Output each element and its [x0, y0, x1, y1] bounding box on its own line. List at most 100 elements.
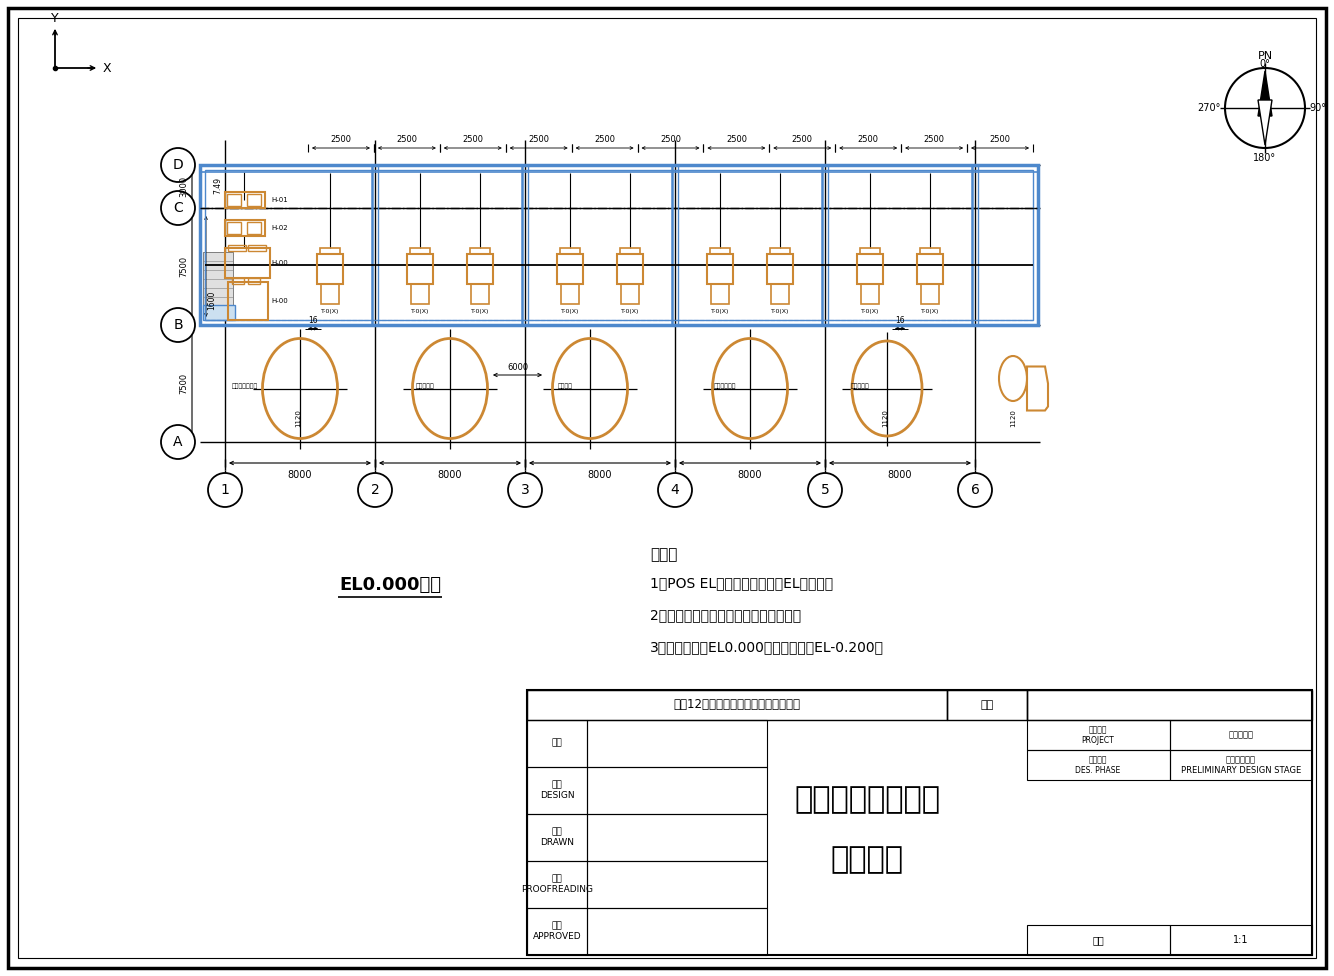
Bar [920, 248, 940, 254]
Bar [856, 254, 883, 284]
Bar [1027, 750, 1170, 780]
Bar [227, 222, 241, 234]
Text: T-0(X): T-0(X) [560, 309, 579, 314]
Bar [710, 248, 730, 254]
Text: Y: Y [51, 12, 59, 24]
Bar [1027, 720, 1170, 750]
Text: 低温甲醇洗工段平: 低温甲醇洗工段平 [794, 786, 940, 815]
Text: 说明：: 说明： [650, 548, 678, 562]
Circle shape [161, 148, 195, 182]
Bar [560, 248, 580, 254]
Text: 比例: 比例 [1093, 935, 1103, 945]
Text: 乙醇胺装置: 乙醇胺装置 [416, 384, 435, 389]
Bar [203, 305, 235, 320]
Circle shape [958, 473, 992, 507]
Text: D: D [172, 158, 183, 172]
Text: 2500: 2500 [660, 136, 680, 144]
Text: T-0(X): T-0(X) [920, 309, 939, 314]
Text: 2500: 2500 [923, 136, 944, 144]
Bar [587, 908, 767, 955]
Text: 8000: 8000 [588, 470, 612, 480]
Text: 2500: 2500 [396, 136, 418, 144]
Text: 8000: 8000 [438, 470, 463, 480]
Bar [527, 908, 587, 955]
Bar [411, 284, 430, 304]
Text: 职责: 职责 [552, 739, 563, 748]
Text: 低温甲醇洗: 低温甲醇洗 [1229, 730, 1254, 740]
Text: H-01: H-01 [272, 197, 288, 203]
Text: 冷冻水装置: 冷冻水装置 [851, 384, 870, 389]
Bar [860, 284, 879, 304]
Bar [1170, 925, 1313, 955]
Bar [707, 254, 732, 284]
Bar [527, 690, 1313, 955]
Bar [471, 284, 490, 304]
Polygon shape [1258, 100, 1273, 145]
Circle shape [161, 425, 195, 459]
Text: 16: 16 [308, 316, 317, 325]
Bar [205, 170, 1033, 320]
Text: 1120: 1120 [295, 410, 301, 427]
Text: 常规生产装置: 常规生产装置 [714, 384, 736, 389]
Text: 270°: 270° [1198, 103, 1221, 113]
Text: B: B [173, 318, 183, 332]
Bar [320, 248, 340, 254]
Bar [527, 720, 587, 767]
Text: T-0(X): T-0(X) [711, 309, 730, 314]
Text: 5: 5 [820, 483, 830, 497]
Text: 名称: 名称 [980, 700, 994, 710]
Text: 1600: 1600 [208, 290, 216, 309]
Bar [247, 194, 261, 206]
Bar [527, 690, 947, 720]
Text: T-0(X): T-0(X) [320, 309, 339, 314]
Text: 7500: 7500 [180, 373, 188, 394]
Text: 1120: 1120 [882, 410, 888, 427]
Text: 2500: 2500 [726, 136, 747, 144]
Bar [200, 165, 1038, 325]
Text: 3: 3 [520, 483, 530, 497]
Text: 8000: 8000 [887, 470, 912, 480]
Text: 1: 1 [220, 483, 229, 497]
Text: 2500: 2500 [792, 136, 812, 144]
Text: 8000: 8000 [738, 470, 762, 480]
Text: 酸性气回收装置: 酸性气回收装置 [232, 384, 257, 389]
Circle shape [161, 191, 195, 225]
Bar [232, 278, 244, 284]
Text: 2500: 2500 [463, 136, 483, 144]
Text: 2: 2 [371, 483, 379, 497]
Text: 1、POS EL指设备支撑高度，EL指标高；: 1、POS EL指设备支撑高度，EL指标高； [650, 576, 834, 590]
Bar [711, 284, 728, 304]
Bar [620, 248, 640, 254]
Text: 3000: 3000 [180, 176, 188, 197]
Text: H-00: H-00 [272, 298, 288, 304]
Bar [587, 767, 767, 814]
Bar [470, 248, 490, 254]
Bar [920, 284, 939, 304]
Text: T-0(X): T-0(X) [860, 309, 879, 314]
Bar [228, 245, 245, 251]
Text: T-0(X): T-0(X) [411, 309, 430, 314]
Text: 2500: 2500 [990, 136, 1011, 144]
Bar [1170, 720, 1313, 750]
Text: 设计
DESIGN: 设计 DESIGN [540, 780, 575, 799]
Bar [527, 861, 587, 908]
Bar [203, 252, 233, 314]
Circle shape [808, 473, 842, 507]
Circle shape [208, 473, 241, 507]
Text: 7500: 7500 [180, 256, 188, 277]
Bar [587, 861, 767, 908]
Text: 180°: 180° [1254, 153, 1277, 163]
Text: 1:1: 1:1 [1233, 935, 1249, 945]
Text: 审核
APPROVED: 审核 APPROVED [532, 921, 582, 941]
Bar [558, 254, 583, 284]
Bar [618, 254, 643, 284]
Text: 2500: 2500 [594, 136, 615, 144]
Text: 8000: 8000 [288, 470, 312, 480]
Text: 6: 6 [971, 483, 979, 497]
Text: 16: 16 [895, 316, 904, 325]
Text: 2500: 2500 [331, 136, 351, 144]
Bar [767, 254, 792, 284]
Bar [467, 254, 494, 284]
Text: 设计项目
PROJECT: 设计项目 PROJECT [1082, 725, 1114, 745]
Bar [225, 248, 269, 278]
